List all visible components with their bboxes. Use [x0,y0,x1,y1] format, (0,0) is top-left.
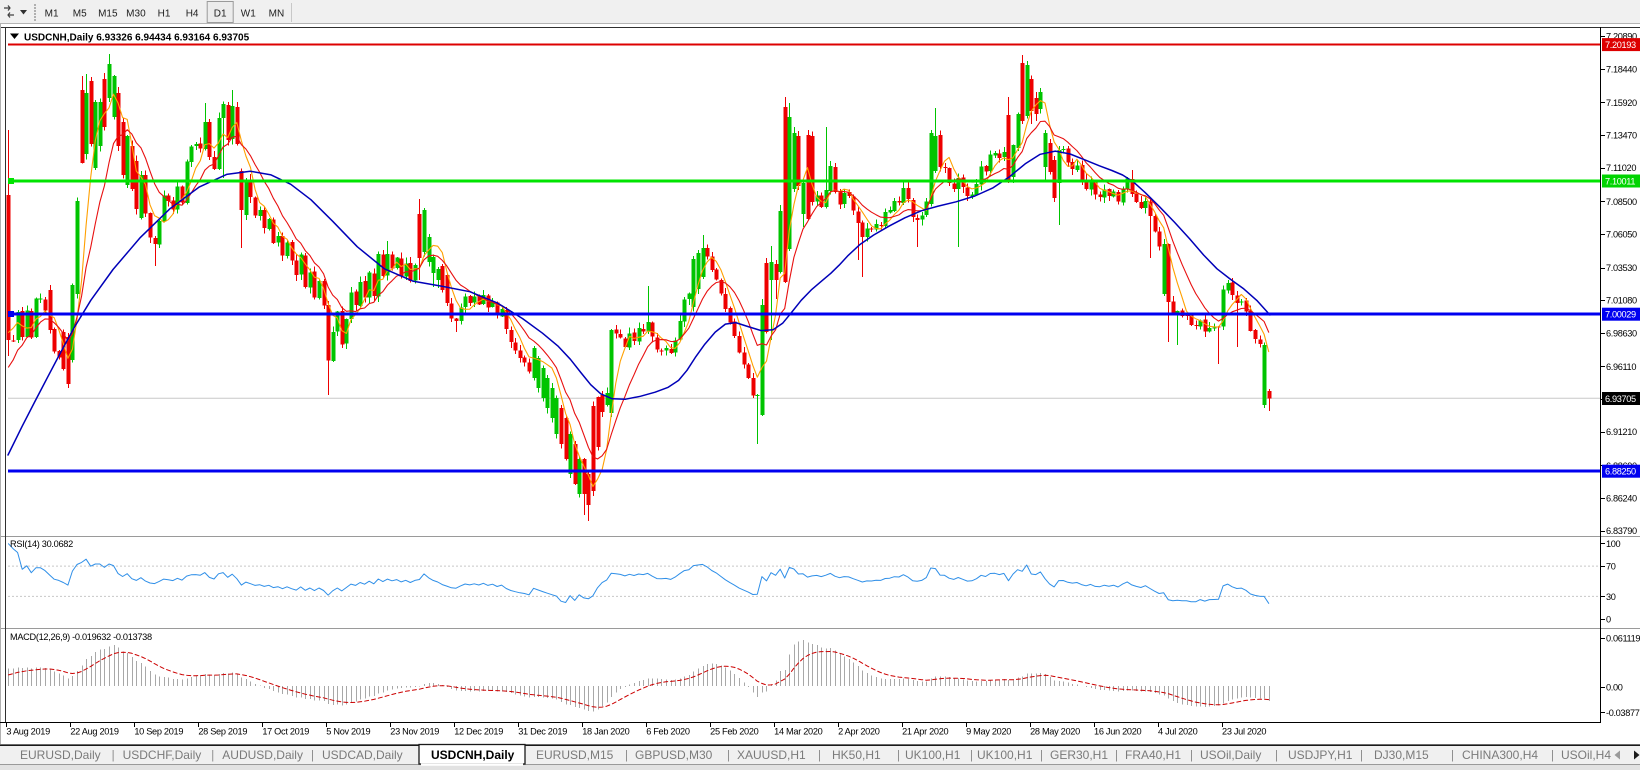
svg-text:D1: D1 [214,9,227,20]
svg-text:7.00029: 7.00029 [1605,310,1636,320]
svg-text:-0.038777: -0.038777 [1606,708,1640,718]
svg-text:DJ30,M15: DJ30,M15 [1374,748,1429,762]
svg-text:|: | [311,750,314,762]
svg-text:M15: M15 [98,9,118,20]
svg-text:USDJPY,H1: USDJPY,H1 [1288,748,1353,762]
svg-text:|: | [1360,750,1363,762]
svg-text:22 Aug 2019: 22 Aug 2019 [70,727,118,737]
svg-text:|: | [970,750,973,762]
svg-text:10 Sep 2019: 10 Sep 2019 [134,727,183,737]
svg-text:4 Jul 2020: 4 Jul 2020 [1158,727,1198,737]
svg-text:|: | [1275,750,1278,762]
svg-text:|: | [211,750,214,762]
svg-text:H1: H1 [158,9,171,20]
svg-text:M1: M1 [45,9,59,20]
svg-text:HK50,H1: HK50,H1 [832,748,881,762]
svg-text:EURUSD,M15: EURUSD,M15 [536,748,614,762]
svg-text:6 Feb 2020: 6 Feb 2020 [646,727,690,737]
svg-text:USDCHF,Daily: USDCHF,Daily [123,748,202,762]
svg-text:XAUUSD,H1: XAUUSD,H1 [737,748,806,762]
svg-text:3 Aug 2019: 3 Aug 2019 [6,727,50,737]
svg-text:0.00: 0.00 [1606,683,1623,693]
svg-text:MACD(12,26,9) -0.019632 -0.013: MACD(12,26,9) -0.019632 -0.013738 [10,632,152,642]
svg-text:M30: M30 [126,9,146,20]
svg-text:USDCAD,Daily: USDCAD,Daily [322,748,403,762]
svg-text:23 Nov 2019: 23 Nov 2019 [390,727,439,737]
svg-text:RSI(14) 30.0682: RSI(14) 30.0682 [10,539,73,549]
svg-text:7.10011: 7.10011 [1605,177,1635,187]
svg-text:9 May 2020: 9 May 2020 [966,727,1011,737]
svg-text:21 Apr 2020: 21 Apr 2020 [902,727,948,737]
svg-text:7.20193: 7.20193 [1605,40,1636,50]
svg-text:6.88250: 6.88250 [1605,467,1636,477]
svg-text:23 Jul 2020: 23 Jul 2020 [1222,727,1266,737]
svg-text:UK100,H1: UK100,H1 [977,748,1033,762]
svg-text:EURUSD,Daily: EURUSD,Daily [20,748,101,762]
svg-text:|: | [1190,750,1193,762]
svg-text:18 Jan 2020: 18 Jan 2020 [582,727,629,737]
svg-text:6.83790: 6.83790 [1606,526,1637,536]
svg-text:6.96110: 6.96110 [1606,362,1636,372]
svg-text:|: | [112,750,115,762]
svg-text:7.20890: 7.20890 [1606,32,1637,42]
svg-text:6.98630: 6.98630 [1606,328,1637,338]
svg-text:16 Jun 2020: 16 Jun 2020 [1094,727,1141,737]
svg-text:7.13470: 7.13470 [1606,131,1637,141]
svg-text:30: 30 [1606,592,1616,602]
svg-text:|: | [1040,750,1043,762]
svg-text:|: | [727,750,730,762]
svg-text:7.06050: 7.06050 [1606,229,1637,239]
svg-text:0.061119: 0.061119 [1606,634,1640,644]
svg-text:70: 70 [1606,562,1616,572]
svg-text:7.08500: 7.08500 [1606,197,1637,207]
svg-text:|: | [1551,750,1554,762]
svg-text:|: | [625,750,628,762]
svg-text:28 May 2020: 28 May 2020 [1030,727,1080,737]
svg-text:7.18440: 7.18440 [1606,64,1637,74]
svg-text:GER30,H1: GER30,H1 [1050,748,1108,762]
svg-text:|: | [897,750,900,762]
svg-text:H4: H4 [186,9,199,20]
svg-text:12 Dec 2019: 12 Dec 2019 [454,727,503,737]
svg-text:USDCNH,Daily 6.93326 6.94434: USDCNH,Daily 6.93326 6.94434 6.93164 6.9… [24,33,250,44]
svg-text:|: | [1115,750,1118,762]
svg-text:|: | [818,750,821,762]
svg-text:7.11020: 7.11020 [1606,163,1636,173]
svg-text:100: 100 [1606,539,1621,549]
svg-text:USDCNH,Daily: USDCNH,Daily [431,748,515,762]
svg-text:MN: MN [269,9,285,20]
svg-text:GBPUSD,M30: GBPUSD,M30 [635,748,713,762]
svg-text:6.91210: 6.91210 [1606,427,1637,437]
svg-text:14 Mar 2020: 14 Mar 2020 [774,727,822,737]
svg-text:25 Feb 2020: 25 Feb 2020 [710,727,758,737]
svg-text:6.93705: 6.93705 [1605,394,1636,404]
svg-text:UK100,H1: UK100,H1 [905,748,961,762]
svg-text:USOil,H4: USOil,H4 [1561,748,1611,762]
svg-text:0: 0 [1606,615,1611,625]
svg-text:M5: M5 [73,9,87,20]
svg-text:|: | [1451,750,1454,762]
svg-text:AUDUSD,Daily: AUDUSD,Daily [222,748,303,762]
svg-text:FRA40,H1: FRA40,H1 [1125,748,1181,762]
svg-text:CHINA300,H4: CHINA300,H4 [1462,748,1538,762]
svg-text:7.15920: 7.15920 [1606,98,1637,108]
svg-text:17 Oct 2019: 17 Oct 2019 [262,727,309,737]
svg-text:W1: W1 [241,9,256,20]
svg-text:USOil,Daily: USOil,Daily [1200,748,1261,762]
svg-text:2 Apr 2020: 2 Apr 2020 [838,727,880,737]
svg-text:7.03530: 7.03530 [1606,263,1637,273]
svg-text:28 Sep 2019: 28 Sep 2019 [198,727,247,737]
svg-text:7.01080: 7.01080 [1606,296,1637,306]
svg-text:31 Dec 2019: 31 Dec 2019 [518,727,567,737]
svg-text:6.86240: 6.86240 [1606,494,1637,504]
svg-text:5 Nov 2019: 5 Nov 2019 [326,727,370,737]
